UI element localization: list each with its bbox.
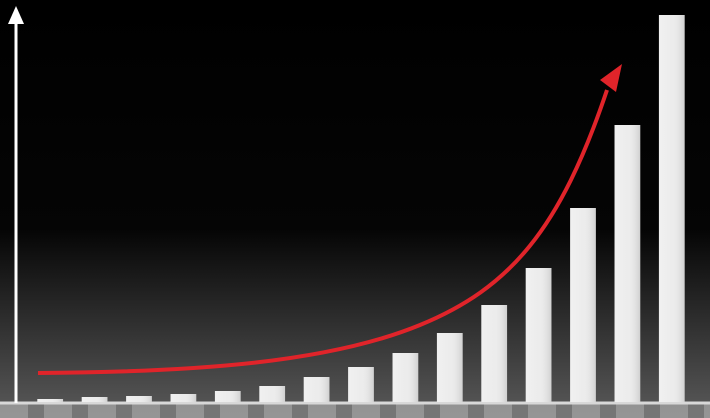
bar-shine (259, 386, 286, 402)
bar-shine (614, 125, 641, 402)
bar-shine (37, 399, 64, 402)
bar-shine (525, 268, 552, 402)
bar-shine (214, 391, 241, 402)
floor (0, 404, 710, 418)
bar-shine (170, 394, 197, 402)
bar-shine (392, 353, 419, 402)
trend-arrow (37, 89, 609, 375)
bar-shine (658, 15, 685, 402)
y-axis-arrow (8, 6, 24, 24)
bar-shine (570, 208, 596, 402)
bar-shine (348, 367, 374, 402)
bar-shine (81, 397, 108, 402)
bar-shine (481, 305, 508, 402)
bar-shine (436, 333, 463, 402)
bar-shine (126, 396, 152, 402)
trend-arrowhead (600, 64, 622, 92)
bar-shine (303, 377, 330, 402)
bars (37, 15, 685, 402)
